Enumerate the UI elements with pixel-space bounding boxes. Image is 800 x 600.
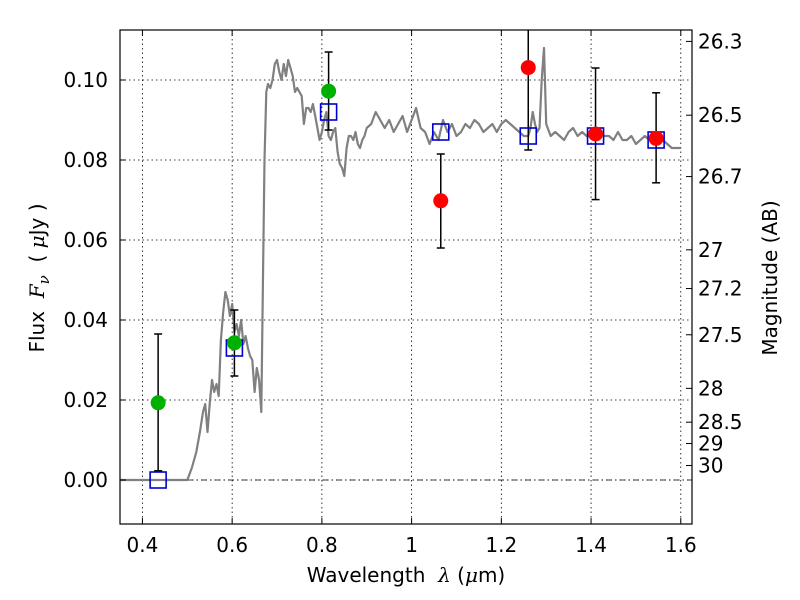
y-tick-label: 0.02	[63, 388, 108, 412]
x-tick-label: 1.2	[485, 533, 517, 557]
x-tick-label: 0.8	[306, 533, 338, 557]
x-tick-label: 1	[405, 533, 418, 557]
x-axis-label: Wavelength λ (μm)	[307, 563, 506, 587]
red-data-point	[520, 60, 536, 76]
x-tick-label: 0.6	[216, 533, 248, 557]
y-tick-label: 0.08	[63, 148, 108, 172]
mag-tick-label: 27.5	[698, 323, 743, 347]
model-spectrum-line	[120, 46, 681, 482]
model-photometry-square	[319, 103, 338, 121]
mag-tick-label: 28	[698, 376, 723, 400]
mag-tick-label: 27.2	[698, 277, 743, 301]
green-data-point	[150, 395, 166, 411]
model-photometry-square	[149, 471, 167, 489]
model-photometry-square	[431, 123, 450, 141]
y-tick-label: 0.04	[63, 308, 108, 332]
mag-tick-label: 30	[698, 453, 723, 477]
model-photometry-square	[519, 127, 538, 145]
x-tick-label: 0.4	[127, 533, 159, 557]
mag-tick-label: 27	[698, 238, 723, 262]
red-data-point	[648, 130, 664, 146]
y-tick-label: 0.10	[63, 68, 108, 92]
plot-area	[120, 30, 681, 489]
y-tick-label: 0.06	[63, 228, 108, 252]
y-axis-label: Flux Fν ( μJy )	[25, 203, 53, 352]
red-data-point	[588, 126, 604, 142]
mag-tick-label: 26.5	[698, 103, 743, 127]
grid-lines	[120, 30, 692, 524]
red-data-point	[433, 193, 449, 209]
x-tick-label: 1.4	[575, 533, 607, 557]
mag-tick-label: 29	[698, 432, 723, 456]
right-axis-label: Magnitude (AB)	[758, 200, 782, 355]
mag-tick-label: 26.3	[698, 29, 743, 53]
y-tick-label: 0.00	[63, 468, 108, 492]
axis-ticks: 0.4 0.6 0.8 1 1.2 1.4 1.6 0.00 0.02 0.04 0.06 0.08 0…	[63, 29, 742, 557]
green-data-point	[321, 83, 337, 99]
mag-tick-label: 26.7	[698, 165, 743, 189]
plot-frame	[119, 29, 693, 525]
green-data-point	[226, 335, 242, 351]
mag-tick-label: 28.5	[698, 410, 743, 434]
x-tick-label: 1.6	[665, 533, 697, 557]
